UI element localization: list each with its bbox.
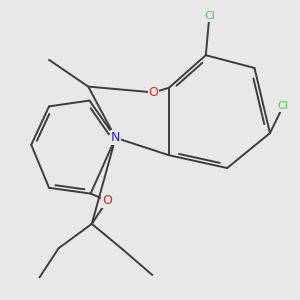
Text: O: O xyxy=(102,194,112,207)
Text: Cl: Cl xyxy=(278,101,288,111)
Text: O: O xyxy=(148,86,158,99)
Text: Cl: Cl xyxy=(204,11,215,21)
Text: N: N xyxy=(111,131,120,144)
